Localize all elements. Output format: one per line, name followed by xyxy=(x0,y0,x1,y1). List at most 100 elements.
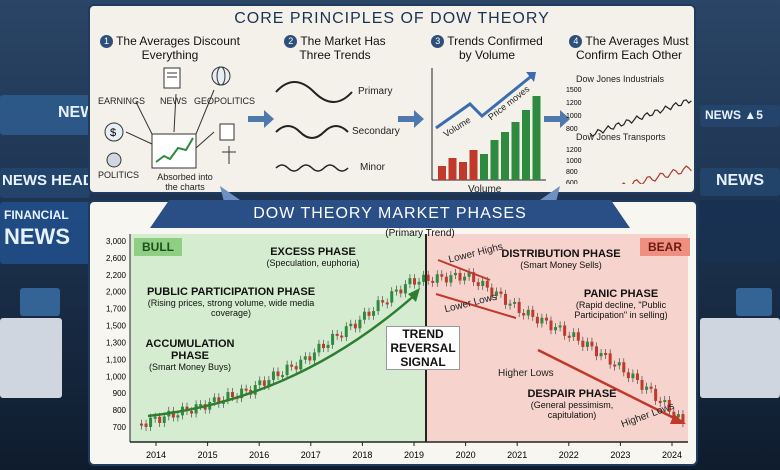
x-tick-label: 2019 xyxy=(404,450,424,460)
phase-desc: (Rising prices, strong volume, wide medi… xyxy=(147,298,315,318)
candle xyxy=(153,416,157,419)
y-tick-label: 1,000 xyxy=(106,372,127,381)
x-tick-label: 2023 xyxy=(610,450,630,460)
candle xyxy=(554,327,558,331)
candle xyxy=(540,317,544,324)
candle xyxy=(567,335,571,338)
ticker-sign-right: NEWS ▲5 xyxy=(705,108,763,122)
candle xyxy=(599,353,603,357)
newspaper-icon xyxy=(163,67,181,89)
candle xyxy=(458,272,462,281)
volume-bar xyxy=(448,158,457,180)
candle xyxy=(353,323,357,329)
candle xyxy=(240,388,244,399)
y-tick-label: 1,100 xyxy=(106,355,127,364)
chart-board xyxy=(151,133,197,169)
transports-tick-label: 800 xyxy=(566,169,578,176)
desk-right xyxy=(700,318,780,398)
transports-ticks: 12001000800600400 xyxy=(566,147,582,184)
trend-reversal-signal: TREND REVERSAL SIGNAL xyxy=(386,326,460,370)
gear-icon xyxy=(106,152,122,168)
candle xyxy=(271,371,275,380)
news-screen-left-mid xyxy=(0,168,90,198)
candle xyxy=(535,316,539,324)
candle xyxy=(504,293,507,305)
volume-bar xyxy=(532,96,541,180)
primary-wave xyxy=(275,81,353,103)
x-tick-label: 2018 xyxy=(352,450,372,460)
bear-tag: BEAR xyxy=(640,238,691,256)
candle xyxy=(335,333,339,336)
y-tick-label: 700 xyxy=(113,423,127,432)
candle xyxy=(544,317,548,321)
desk-left xyxy=(0,318,62,398)
candle xyxy=(463,276,467,281)
candle xyxy=(494,291,498,296)
x-tick-label: 2016 xyxy=(249,450,269,460)
candle xyxy=(481,280,485,287)
candle xyxy=(294,366,298,370)
panic-label: PANIC PHASE (Rapid decline, "Public Part… xyxy=(556,288,686,320)
candle xyxy=(431,280,435,283)
secondary-wave xyxy=(275,125,349,139)
candle xyxy=(608,353,612,365)
primary-label: Primary xyxy=(358,86,393,97)
x-tick-label: 2021 xyxy=(507,450,527,460)
transports-line xyxy=(621,165,692,184)
phase-name: ACCUMULATION PHASE xyxy=(145,338,235,362)
candle xyxy=(199,404,203,407)
candle xyxy=(658,400,662,403)
news-sign-right: NEWS xyxy=(716,172,764,189)
input-arrows xyxy=(125,89,215,149)
candle xyxy=(413,278,416,285)
monitor-left xyxy=(20,288,60,316)
uptrend-arrow xyxy=(147,293,417,418)
despair-label: DESPAIR PHASE (General pessimism, capitu… xyxy=(512,388,632,420)
candle xyxy=(440,274,444,277)
x-tick-label: 2017 xyxy=(301,450,321,460)
principle-number: 2 xyxy=(284,35,298,48)
candle xyxy=(322,343,325,349)
candle xyxy=(526,309,530,316)
candle xyxy=(654,388,658,401)
three-trends-waves xyxy=(275,81,353,172)
candle xyxy=(426,274,430,281)
candle xyxy=(640,380,644,390)
volume-bars-chart xyxy=(431,68,546,181)
market-phases-title: DOW THEORY MARKET PHASES xyxy=(150,200,630,228)
x-axis-ticks: 2014 2015 2016 2017 2018 2019 2020 2021 2022 2023… xyxy=(146,442,682,460)
candle xyxy=(549,320,553,331)
volume-label: Volume xyxy=(468,184,502,195)
downtrend-arrow xyxy=(537,348,683,424)
candle xyxy=(467,272,471,277)
candle xyxy=(453,272,457,276)
y-tick-label: 1,700 xyxy=(106,305,127,314)
transports-tick-label: 1000 xyxy=(566,158,582,165)
principle-3-title: 3 Trends Confirmed by Volume xyxy=(426,34,548,62)
industrials-tick-label: 800 xyxy=(566,126,578,133)
candle xyxy=(635,373,639,381)
candle xyxy=(631,373,635,379)
rising-chart-line xyxy=(155,137,194,163)
candle xyxy=(513,301,517,304)
candle xyxy=(613,364,617,367)
x-tick-label: 2020 xyxy=(456,450,476,460)
distribution-label: DISTRIBUTION PHASE (Smart Money Sells) xyxy=(496,248,626,270)
candle xyxy=(331,333,335,345)
minor-label: Minor xyxy=(360,162,386,173)
candle xyxy=(522,312,526,316)
y-tick-label: 800 xyxy=(113,406,127,415)
higher-lows-label: Higher Lows xyxy=(498,368,554,379)
bear-zone xyxy=(426,234,688,442)
stock-chart-screen-right xyxy=(700,200,780,262)
principle-title: Trends Confirmed by Volume xyxy=(447,34,543,62)
news-label: NEWS xyxy=(160,96,187,106)
candle xyxy=(585,341,589,347)
market-phases-chart: 3,000 2,600 2,200 2,000 1,700 1,500 1,300 1,100… xyxy=(106,234,688,460)
phase-name: PUBLIC PARTICIPATION PHASE xyxy=(146,286,316,298)
industrials-ticks: 1500 1200 1000 800 xyxy=(566,87,582,133)
volume-bar xyxy=(511,122,520,180)
principle-number: 1 xyxy=(100,35,114,48)
candle xyxy=(617,362,621,366)
